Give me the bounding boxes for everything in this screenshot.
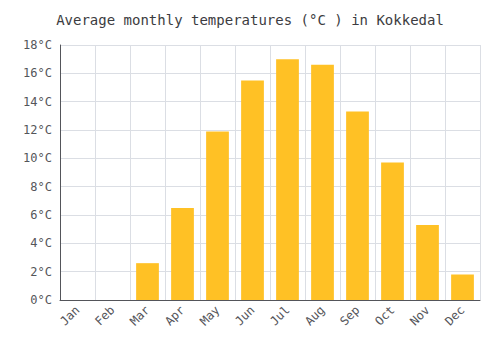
svg-text:Jul: Jul	[267, 303, 292, 328]
svg-text:Aug: Aug	[302, 303, 327, 328]
svg-text:Sep: Sep	[337, 303, 362, 328]
svg-text:Dec: Dec	[442, 303, 467, 328]
svg-text:8°C: 8°C	[30, 180, 52, 194]
svg-text:Oct: Oct	[372, 303, 397, 328]
svg-text:Jun: Jun	[232, 303, 257, 328]
svg-text:18°C: 18°C	[23, 38, 52, 52]
svg-text:16°C: 16°C	[23, 66, 52, 80]
svg-text:Apr: Apr	[162, 303, 187, 328]
svg-text:Mar: Mar	[127, 303, 152, 328]
svg-text:0°C: 0°C	[30, 293, 52, 307]
svg-text:4°C: 4°C	[30, 236, 52, 250]
svg-text:Nov: Nov	[407, 303, 432, 328]
svg-text:6°C: 6°C	[30, 208, 52, 222]
svg-text:Feb: Feb	[92, 303, 117, 328]
svg-text:10°C: 10°C	[23, 151, 52, 165]
svg-text:Average monthly temperatures (: Average monthly temperatures (°C ) in Ko…	[56, 12, 444, 28]
svg-text:May: May	[197, 303, 222, 328]
svg-text:Jan: Jan	[57, 303, 82, 328]
svg-text:2°C: 2°C	[30, 265, 52, 279]
svg-text:14°C: 14°C	[23, 95, 52, 109]
svg-text:12°C: 12°C	[23, 123, 52, 137]
